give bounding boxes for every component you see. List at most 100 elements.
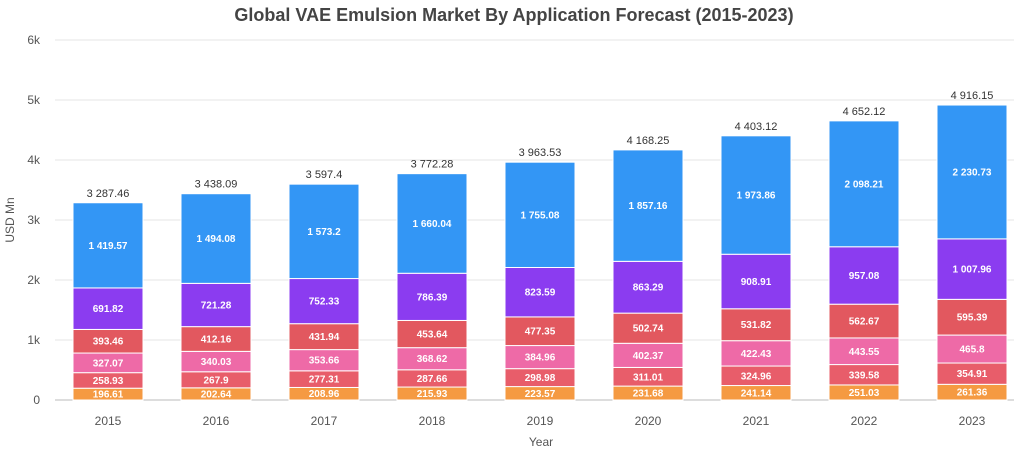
segment-value-label: 595.39 [957,313,988,324]
bar-segment [720,135,792,255]
bar-segment [180,326,252,352]
segment-value-label: 393.46 [93,337,124,348]
segment-value-label: 443.55 [849,347,880,358]
segment-value-label: 339.58 [849,370,880,381]
segment-value-label: 422.43 [741,349,772,360]
bar-stack: 196.61 258.93 327.07 393.46 691.82 1 419.57 3 … [72,188,144,401]
segment-value-label: 823.59 [525,288,556,299]
segment-value-label: 311.01 [633,372,663,383]
bar-segment [612,342,684,368]
bar-segment [936,238,1008,300]
y-tick-label: 3k [27,213,41,227]
y-tick-label: 5k [27,93,41,107]
segment-value-label: 384.96 [525,353,556,364]
segment-value-label: 691.82 [93,304,124,315]
x-tick-label: 2017 [311,414,338,428]
segment-value-label: 1 494.08 [197,234,236,245]
segment-value-label: 465.8 [959,345,984,356]
bar-segment [720,340,792,367]
total-value-label: 4 916.15 [951,90,994,102]
bar-stack: 215.93 287.66 368.62 453.64 786.39 1 660.04 3 … [396,159,468,401]
x-tick-label: 2023 [959,414,986,428]
total-value-label: 3 287.46 [87,188,130,200]
bar-segment [288,278,360,325]
segment-value-label: 251.03 [849,388,880,399]
segment-value-label: 208.96 [309,389,340,400]
bar-segment [936,104,1008,240]
x-tick-label: 2020 [635,414,662,428]
segment-value-label: 786.39 [417,292,448,303]
bar-segment [828,120,900,248]
segment-value-label: 431.94 [309,332,340,343]
x-tick-label: 2015 [95,414,122,428]
x-tick-label: 2019 [527,414,554,428]
bar-stack: 208.96 277.31 353.66 431.94 752.33 1 573.2 3 5… [288,169,360,401]
segment-value-label: 196.61 [93,390,124,401]
segment-value-label: 368.62 [417,354,448,365]
segment-value-label: 1 973.86 [737,191,776,202]
x-tick-label: 2021 [743,414,770,428]
segment-value-label: 1 857.16 [629,201,668,212]
chart-title: Global VAE Emulsion Market By Applicatio… [234,5,793,25]
segment-value-label: 223.57 [525,389,556,400]
segment-value-label: 502.74 [633,324,664,335]
bars: 196.61 258.93 327.07 393.46 691.82 1 419.57 3 … [72,90,1008,401]
bar-segment [396,173,468,274]
segment-value-label: 752.33 [309,297,340,308]
bar-segment [612,149,684,262]
segment-value-label: 957.08 [849,271,880,282]
bar-segment [180,282,252,328]
bar-segment [72,202,144,289]
segment-value-label: 402.37 [633,351,664,362]
segment-value-label: 267.9 [203,375,228,386]
segment-value-label: 261.36 [957,388,988,399]
y-tick-label: 4k [27,153,41,167]
bar-stack: 231.68 311.01 402.37 502.74 863.29 1 857.16 4 … [612,135,684,401]
y-axis-ticks: 0 1k 2k 3k 4k 5k 6k [27,33,41,407]
segment-value-label: 340.03 [201,357,232,368]
segment-value-label: 287.66 [417,374,448,385]
total-value-label: 4 652.12 [843,106,886,118]
bar-stack: 202.64 267.9 340.03 412.16 721.28 1 494.08 3 4… [180,179,252,401]
segment-value-label: 2 098.21 [845,179,884,190]
segment-value-label: 327.07 [93,358,124,369]
x-axis-ticks: 2015 2016 2017 2018 2019 2020 2021 2022 2023 [95,414,986,428]
segment-value-label: 562.67 [849,317,880,328]
segment-value-label: 1 419.57 [89,241,128,252]
segment-value-label: 241.14 [741,388,772,399]
bar-segment [612,260,684,314]
bar-stack: 223.57 298.98 384.96 477.35 823.59 1 755.08 3 … [504,147,576,401]
segment-value-label: 353.66 [309,356,340,367]
total-value-label: 3 772.28 [411,159,454,171]
segment-value-label: 1 573.2 [307,227,341,238]
segment-value-label: 258.93 [93,376,124,387]
segment-value-label: 721.28 [201,300,232,311]
y-tick-label: 0 [33,393,40,407]
segment-value-label: 324.96 [741,371,772,382]
y-tick-label: 6k [27,33,41,47]
y-axis-label: USD Mn [3,197,17,242]
bar-segment [612,312,684,344]
segment-value-label: 298.98 [525,373,556,384]
y-tick-label: 2k [27,273,41,287]
y-tick-label: 1k [27,333,41,347]
segment-value-label: 412.16 [201,335,232,346]
total-value-label: 3 438.09 [195,179,238,191]
total-value-label: 3 597.4 [306,169,343,181]
segment-value-label: 1 660.04 [413,219,452,230]
x-tick-label: 2022 [851,414,878,428]
segment-value-label: 477.35 [525,327,556,338]
bar-segment [504,161,576,268]
total-value-label: 4 168.25 [627,135,670,147]
bar-stack: 251.03 339.58 443.55 562.67 957.08 2 098.21 4 … [828,106,900,401]
x-tick-label: 2016 [203,414,230,428]
segment-value-label: 277.31 [309,375,340,386]
segment-value-label: 453.64 [417,330,448,341]
total-value-label: 3 963.53 [519,147,562,159]
bar-segment [720,253,792,310]
bar-segment [720,308,792,342]
bar-segment [828,303,900,339]
bar-segment [936,334,1008,364]
